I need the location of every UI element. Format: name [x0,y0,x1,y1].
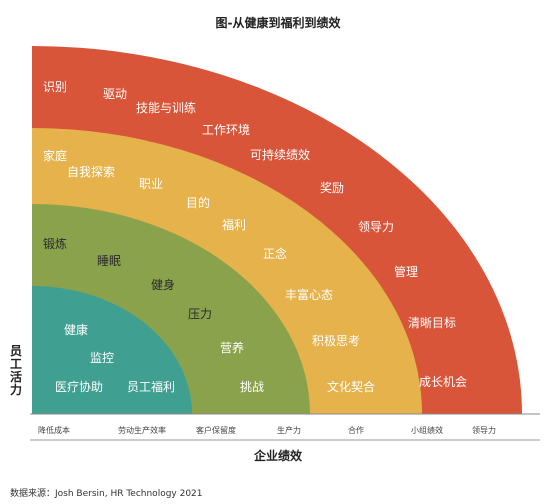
label-self-exploration: 自我探索 [67,165,116,179]
label-family: 家庭 [43,149,68,163]
inner-band [32,286,192,414]
x-tick-cost-reduction: 降低成本 [38,426,70,435]
label-positive-thinking: 积极思考 [312,334,361,348]
label-exercise: 锻炼 [43,237,68,251]
label-culture-fit: 文化契合 [327,380,376,394]
label-purpose: 目的 [186,196,211,210]
label-work-environment: 工作环境 [202,123,251,137]
x-tick-labor-productivity: 劳动生产效率 [118,426,166,435]
label-employee-benefits: 员工福利 [127,380,176,394]
label-recognition: 识别 [43,80,68,94]
label-rewards: 奖励 [320,181,345,195]
x-tick-team-performance: 小组绩效 [411,426,443,435]
label-career: 职业 [139,177,164,191]
x-tick-productivity: 生产力 [277,426,301,435]
label-nutrition: 营养 [220,341,245,355]
label-monitoring: 监控 [90,351,115,365]
badge-line-period: 12个月内 [429,68,483,82]
label-sleep: 睡眠 [97,254,122,268]
label-medical-assistance: 医疗协助 [55,380,104,394]
label-growth-opportunity: 成长机会 [419,375,468,389]
label-leadership: 领导力 [358,220,395,234]
badge-line-amount: 17亿美金 [429,83,483,97]
investment-badge: 12个月内 17亿美金 风险投资 [415,63,497,118]
x-tick-leadership: 领导力 [472,426,496,435]
label-management: 管理 [394,265,419,279]
label-sustainable-performance: 可持续绩效 [250,148,311,162]
label-stress: 压力 [188,307,213,321]
label-health: 健康 [64,323,89,337]
diagram-title: 图-从健康到福利到绩效 [215,16,341,30]
label-wellbeing: 福利 [222,218,247,232]
label-skills-training: 技能与训练 [136,101,197,115]
y-axis-label: 员工活力 [10,344,23,397]
label-growth-mindset: 丰富心态 [285,288,334,302]
x-tick-customer-retention: 客户保留度 [196,426,236,435]
x-axis-label: 企业绩效 [253,449,302,463]
label-drive: 驱动 [103,87,128,101]
label-clear-goals: 清晰目标 [408,316,457,330]
label-challenge: 挑战 [240,380,265,394]
source-note: 数据来源：Josh Bersin, HR Technology 2021 [10,489,203,499]
label-mindfulness: 正念 [263,247,288,261]
label-fitness: 健身 [151,278,176,292]
x-tick-collaboration: 合作 [348,426,364,435]
badge-line-type: 风险投资 [431,98,480,112]
